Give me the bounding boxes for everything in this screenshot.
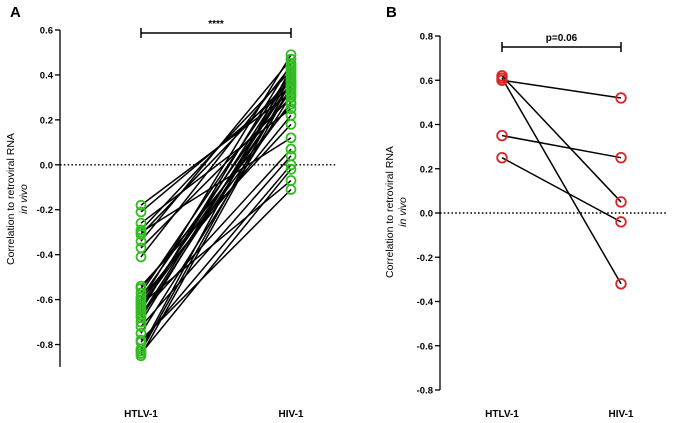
hiv-point: [615, 92, 627, 104]
y-tick-label: 0.8: [420, 32, 433, 43]
y-axis-label-line2: in vivo: [18, 184, 30, 214]
hiv-point: [615, 196, 627, 208]
y-axis-label-line2: in vivo: [397, 197, 409, 227]
y-axis-label: Correlation to retroviral RNAin vivo: [384, 146, 409, 278]
pair-line: [140, 179, 292, 305]
pair-line: [501, 134, 622, 159]
pair-line: [140, 168, 292, 354]
pair-line: [501, 157, 622, 223]
pair-line: [140, 67, 292, 350]
htlv-point: [135, 226, 147, 238]
hiv-point: [285, 98, 297, 110]
pair-line: [140, 148, 292, 314]
hiv-point: [285, 159, 297, 171]
pair-line: [140, 188, 292, 341]
htlv-point: [135, 321, 147, 332]
pair-line: [140, 164, 292, 343]
hiv-point: [285, 62, 297, 74]
htlv-point: [496, 74, 508, 86]
hiv-point: [285, 175, 297, 186]
y-tick-label: -0.6: [417, 341, 433, 352]
y-tick-label: 0.4: [40, 70, 54, 81]
pair-line: [501, 79, 622, 99]
hiv-point: [615, 216, 627, 228]
htlv-point: [135, 298, 147, 310]
htlv-point: [135, 334, 147, 346]
significance-label: ****: [208, 19, 224, 30]
pair-line: [140, 65, 292, 258]
y-tick-label: 0.0: [40, 160, 53, 171]
pair-line: [140, 58, 292, 242]
pair-line: [140, 54, 292, 303]
x-category-label: HTLV-1: [124, 409, 158, 420]
panel-a: A Correlation to retroviral RNAin vivo 0.6…: [5, 4, 336, 420]
hiv-point: [615, 151, 627, 164]
y-tick-label: -0.2: [417, 253, 433, 264]
pair-line: [501, 77, 622, 285]
htlv-point: [135, 251, 147, 263]
y-tick-label: 0.2: [40, 115, 53, 126]
y-axis-label: Correlation to retroviral RNAin vivo: [5, 133, 30, 265]
y-axis-label-line1: Correlation to retroviral RNA: [384, 146, 396, 278]
pair-line: [140, 137, 292, 233]
hiv-point: [615, 278, 627, 290]
hiv-point: [285, 58, 297, 70]
y-tick-label: 0.2: [420, 164, 433, 175]
pair-line: [140, 72, 292, 294]
pair-line: [501, 75, 622, 203]
hiv-point: [285, 143, 297, 155]
pair-line: [140, 81, 292, 352]
htlv-point: [135, 199, 147, 211]
x-category-label: HIV-1: [278, 409, 303, 420]
hiv-point: [285, 103, 297, 115]
htlv-point: [496, 151, 508, 164]
hiv-point: [285, 109, 297, 121]
panel-label: A: [10, 4, 21, 21]
y-tick-label: -0.8: [37, 340, 53, 351]
htlv-point: [135, 350, 147, 362]
htlv-point: [496, 129, 508, 142]
y-tick-label: -0.4: [417, 297, 434, 308]
y-tick-label: -0.2: [37, 205, 53, 216]
hiv-point: [285, 132, 297, 144]
y-tick-label: 0.6: [40, 26, 53, 37]
pair-line: [140, 155, 292, 328]
htlv-point: [135, 206, 147, 218]
significance-label: p=0.06: [546, 33, 578, 44]
y-tick-label: -0.4: [37, 250, 54, 261]
hiv-point: [285, 163, 297, 175]
panel-b: B Correlation to retroviral RNAin vivo 0.8…: [384, 4, 666, 420]
y-tick-label: -0.6: [37, 295, 53, 306]
x-category-label: HTLV-1: [485, 409, 519, 420]
y-axis-label-line1: Correlation to retroviral RNA: [5, 133, 17, 265]
y-tick-label: 0.6: [420, 76, 433, 87]
pair-line: [140, 96, 292, 249]
hiv-point: [285, 80, 297, 92]
x-category-label: HIV-1: [608, 409, 633, 420]
panel-label: B: [386, 4, 397, 21]
pair-line: [140, 76, 292, 323]
htlv-point: [135, 316, 147, 328]
y-tick-label: -0.8: [417, 386, 433, 397]
htlv-point: [135, 282, 147, 294]
pair-line: [140, 63, 292, 312]
y-tick-label: 0.0: [420, 209, 433, 220]
y-tick-label: 0.4: [420, 120, 434, 131]
hiv-point: [285, 76, 297, 88]
pair-line: [140, 85, 292, 357]
pair-line: [140, 103, 292, 289]
